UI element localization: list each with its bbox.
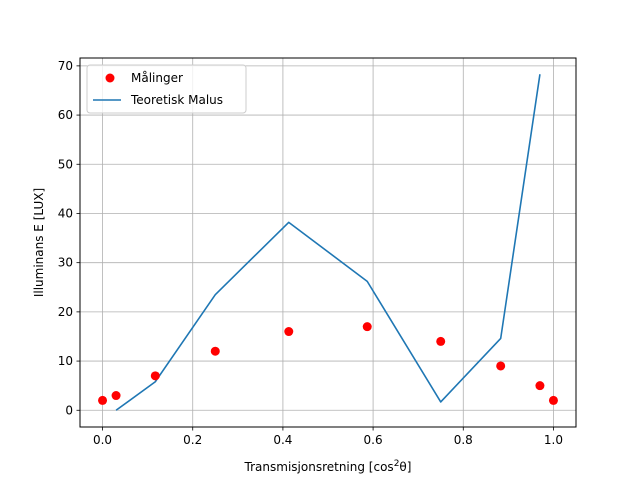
x-tick-label: 0.6	[364, 433, 383, 447]
y-tick-label: 30	[58, 256, 73, 270]
x-axis-label: Transmisjonsretning [cos2θ]	[244, 459, 412, 474]
series-line-teoretisk-malus	[115, 74, 541, 411]
data-point-malinger	[210, 346, 220, 356]
legend-label: Teoretisk Malus	[130, 93, 223, 107]
data-point-malinger	[496, 361, 506, 371]
y-tick-label: 40	[58, 206, 73, 220]
x-tick-label: 0.0	[93, 433, 112, 447]
data-point-malinger	[150, 371, 160, 381]
data-point-malinger	[362, 322, 372, 332]
plot-series	[98, 74, 558, 411]
x-axis-label-main: Transmisjonsretning [cos	[244, 460, 394, 474]
grid	[80, 58, 576, 427]
y-tick-label: 20	[58, 305, 73, 319]
y-tick-label: 70	[58, 59, 73, 73]
y-tick-label: 60	[58, 108, 73, 122]
legend-marker-malinger	[105, 73, 115, 83]
legend: Målinger Teoretisk Malus	[86, 64, 247, 114]
x-axis-label-tail: θ]	[399, 460, 411, 474]
legend-label: Målinger	[131, 71, 183, 85]
x-axis-label-superscript: 2	[394, 459, 400, 469]
x-tick-label: 0.4	[273, 433, 292, 447]
data-point-malinger	[284, 327, 294, 337]
y-tick-label: 50	[58, 157, 73, 171]
x-tick-label: 0.2	[183, 433, 202, 447]
y-axis-label: Illuminans E [LUX]	[32, 188, 46, 297]
x-tick-label: 1.0	[544, 433, 563, 447]
y-tick-label: 0	[65, 403, 73, 417]
axis-ticks: 0.0 0.2 0.4 0.6 0.8 1.0 0 10 20 30 40 50 60 70	[58, 59, 563, 447]
data-point-malinger	[436, 336, 446, 346]
data-point-malinger	[548, 395, 558, 405]
plot-frame	[79, 57, 577, 428]
data-point-malinger	[98, 395, 108, 405]
y-tick-label: 10	[58, 354, 73, 368]
legend-box	[86, 64, 247, 114]
data-point-malinger	[111, 391, 121, 401]
x-tick-label: 0.8	[454, 433, 473, 447]
data-point-malinger	[535, 381, 545, 391]
